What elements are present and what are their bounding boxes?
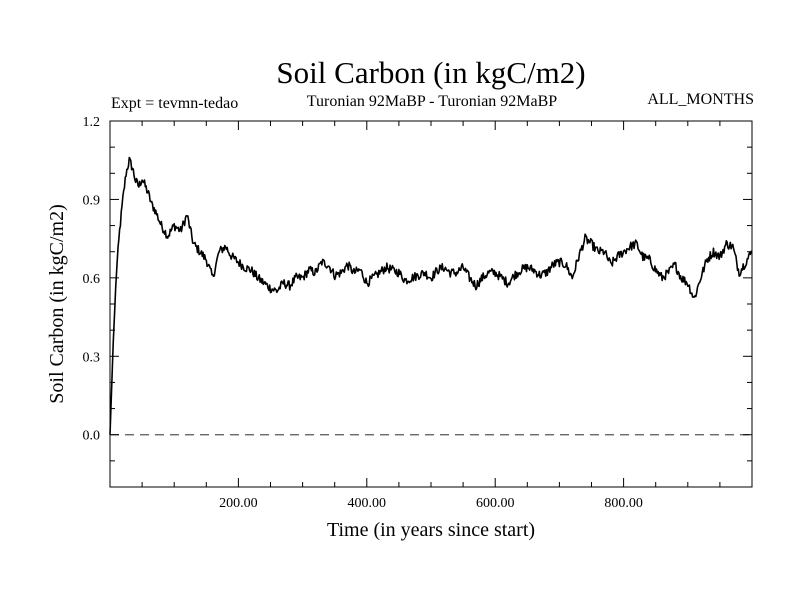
y-tick-label: 0.0 <box>83 429 101 444</box>
chart-title: Soil Carbon (in kgC/m2) <box>276 55 585 90</box>
x-axis-label: Time (in years since start) <box>327 519 535 541</box>
y-tick-label: 0.6 <box>83 272 101 287</box>
axis-tick-labels: 200.00 400.00 600.00 800.00 0.0 0.3 0.6 0.9 1.2 <box>83 115 643 511</box>
subtitle-period: Turonian 92MaBP - Turonian 92MaBP <box>307 93 558 110</box>
y-tick-label: 0.3 <box>83 350 101 365</box>
y-tick-label: 0.9 <box>83 193 101 208</box>
subtitle-months: ALL_MONTHS <box>647 91 754 108</box>
x-tick-label: 200.00 <box>219 496 258 511</box>
y-axis-label: Soil Carbon (in kgC/m2) <box>46 204 68 403</box>
y-tick-label: 1.2 <box>83 115 101 130</box>
x-tick-label: 600.00 <box>476 496 515 511</box>
soil-carbon-series-line <box>109 156 753 435</box>
x-tick-label: 800.00 <box>604 496 643 511</box>
plot-frame <box>109 120 753 488</box>
axis-ticks <box>110 120 752 487</box>
subtitle-experiment: Expt = tevmn-tedao <box>111 95 238 112</box>
x-tick-label: 400.00 <box>348 496 387 511</box>
